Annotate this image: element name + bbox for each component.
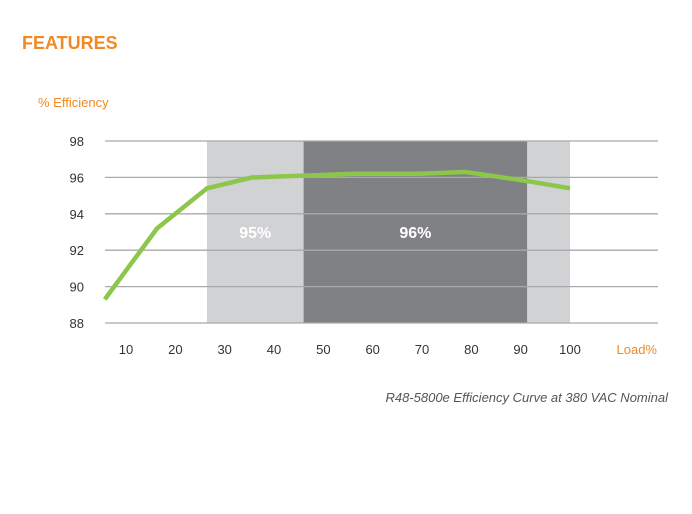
x-tick-label: 70 [415,342,429,357]
x-tick-label: 10 [119,342,133,357]
x-tick-label: 80 [464,342,478,357]
x-axis-label: Load% [617,342,658,357]
x-tick-label: 30 [217,342,231,357]
x-tick-label: 90 [513,342,527,357]
x-tick-label: 100 [559,342,581,357]
section-title: FEATURES [22,33,118,53]
chart-caption: R48-5800e Efficiency Curve at 380 VAC No… [385,390,668,405]
band-label: 95% [239,225,271,242]
x-tick-label: 40 [267,342,281,357]
y-tick-label: 94 [70,207,84,222]
y-axis-label: % Efficiency [38,95,109,110]
band-1 [303,141,528,323]
y-tick-label: 88 [70,316,84,331]
y-tick-label: 98 [70,134,84,149]
y-tick-label: 96 [70,170,84,185]
x-tick-label: 50 [316,342,330,357]
y-tick-label: 90 [70,280,84,295]
x-tick-label: 60 [365,342,379,357]
band-label: 96% [399,225,431,242]
x-tick-label: 20 [168,342,182,357]
y-tick-label: 92 [70,243,84,258]
